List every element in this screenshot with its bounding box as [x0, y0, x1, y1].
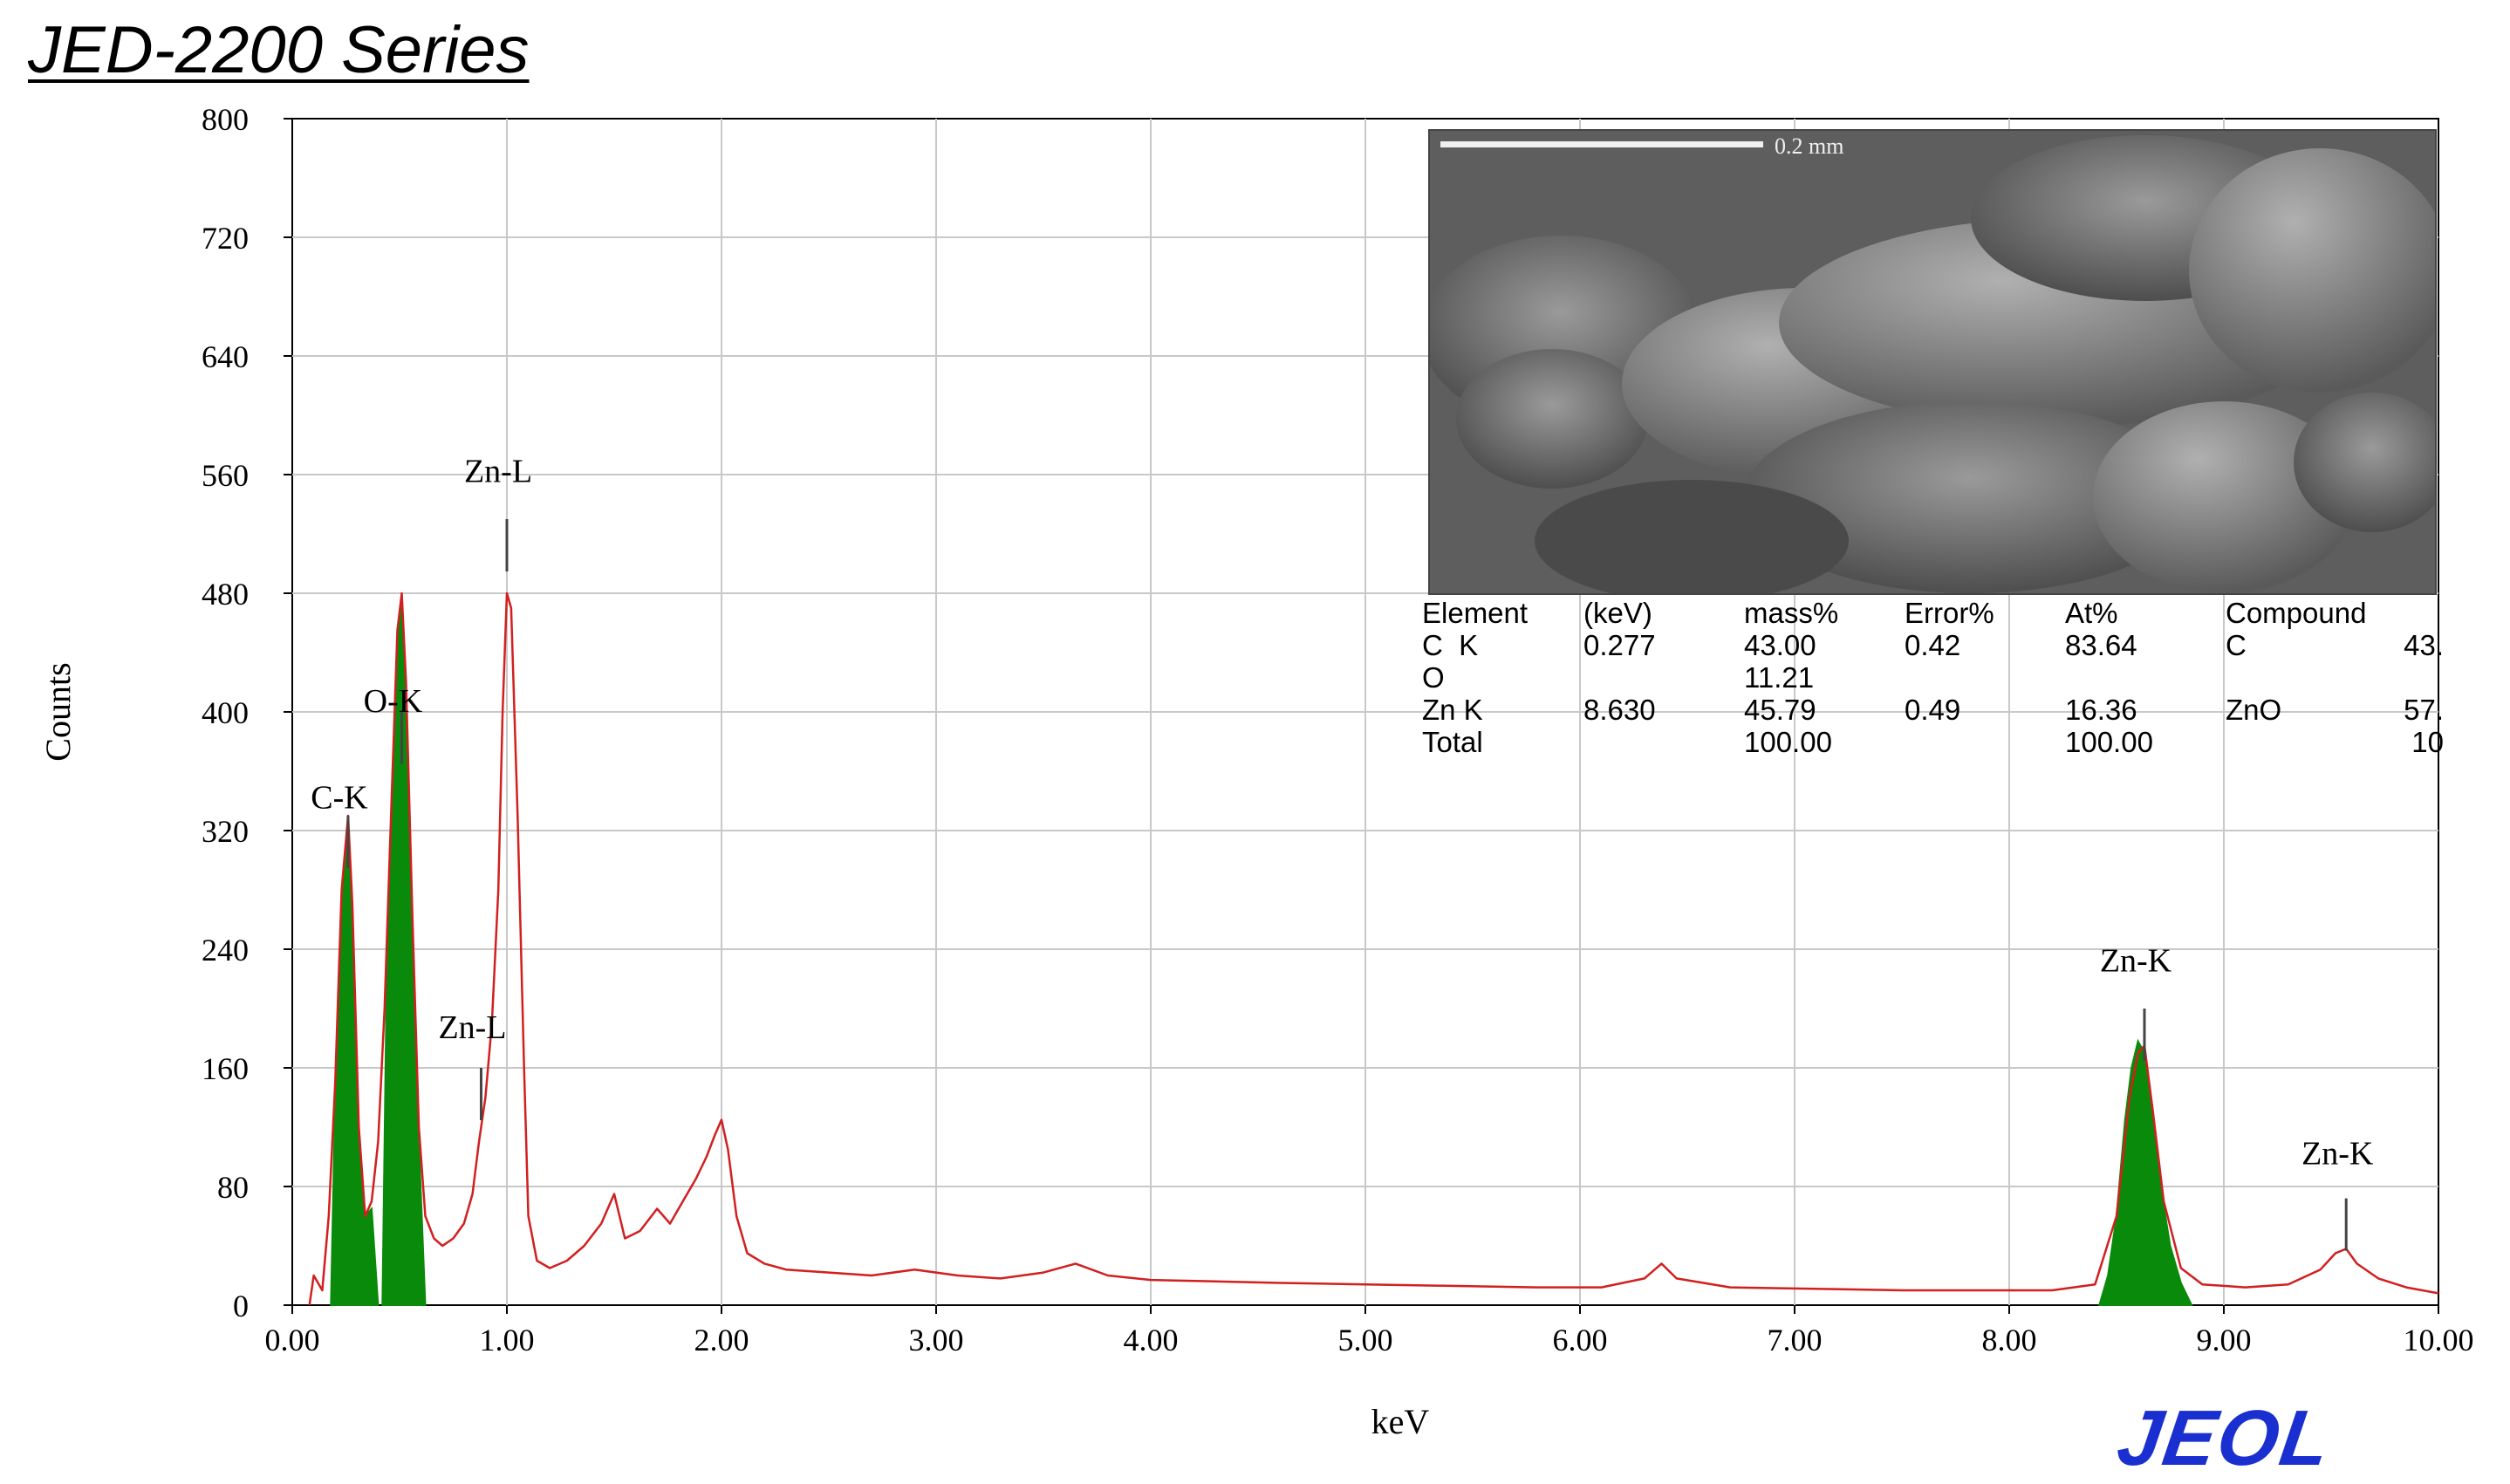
peak-label: Zn-L: [438, 1009, 506, 1046]
x-tick-label: 0.00: [265, 1323, 320, 1357]
table-cell: 16.36: [2065, 694, 2137, 726]
col-header: Element: [1422, 597, 1529, 629]
table-cell: 0.49: [1905, 694, 1961, 726]
table-cell: 0.277: [1583, 629, 1656, 661]
table-cell: 43.00: [1744, 629, 1816, 661]
col-header: mass%: [1744, 597, 1839, 629]
table-cell: Total: [1422, 726, 1483, 758]
spectrum-lines: [308, 592, 2439, 1306]
x-tick-label: 2.00: [694, 1323, 749, 1357]
sem-micrograph: 0.2 mm: [1428, 129, 2437, 595]
table-cell: [1905, 661, 2065, 694]
table-cell: 57.: [2404, 694, 2444, 726]
table-cell: 83.64: [2065, 629, 2137, 661]
x-tick-label: 7.00: [1768, 1323, 1823, 1357]
table-cell: ZnO: [2226, 694, 2282, 726]
table-cell: 11.21: [1744, 661, 1815, 694]
table-cell: [2391, 661, 2444, 694]
table-cell: [1583, 726, 1744, 758]
x-tick-label: 4.00: [1124, 1323, 1179, 1357]
table-cell: 8.630: [1583, 694, 1656, 726]
col-header: Compound: [2226, 597, 2367, 629]
table-cell: Zn K: [1422, 694, 1483, 726]
col-header: [2391, 597, 2444, 629]
y-tick-label: 560: [202, 458, 249, 493]
table-cell: [1905, 726, 2065, 758]
table-row: O 11.21: [1422, 661, 2444, 694]
table-cell: [2226, 726, 2391, 758]
y-axis-label: Counts: [38, 662, 78, 761]
col-header: Error%: [1905, 597, 1994, 629]
table-row: Total 100.00 100.00 10: [1422, 726, 2444, 758]
y-tick-label: 800: [202, 102, 249, 137]
table-row: Zn K 8.630 45.79 0.49 16.36 ZnO 57.: [1422, 694, 2444, 726]
y-tick-label: 480: [202, 577, 249, 612]
table-cell: 10: [2411, 726, 2444, 758]
table-cell: O: [1422, 661, 1445, 694]
x-tick-label: 9.00: [2197, 1323, 2252, 1357]
spectrum-line: [308, 592, 2439, 1306]
eds-quant-table: Element (keV) mass% Error% At% Compound …: [1422, 597, 2444, 758]
y-tick-label: 320: [202, 814, 249, 849]
table-cell: [1583, 661, 1744, 694]
table-cell: [2226, 661, 2391, 694]
x-tick-label: 6.00: [1553, 1323, 1608, 1357]
table-cell: 0.42: [1905, 629, 1961, 661]
sem-texture: 0.2 mm: [1430, 131, 2435, 593]
y-tick-label: 720: [202, 221, 249, 256]
table-cell: 43.: [2404, 629, 2444, 661]
table-cell: 100.00: [1744, 726, 1832, 758]
table-row: C K 0.277 43.00 0.42 83.64 C 43.: [1422, 629, 2444, 661]
peak-label: C-K: [311, 780, 368, 817]
table-cell: C K: [1422, 629, 1479, 661]
peak-label: Zn-L: [464, 454, 532, 490]
col-header: At%: [2065, 597, 2118, 629]
y-tick-label: 640: [202, 339, 249, 374]
y-tick-label: 240: [202, 933, 249, 968]
peak-markers: C-K O-K Zn-L Zn-L Zn-K Zn-K: [311, 454, 2374, 1251]
x-tick-label: 5.00: [1338, 1323, 1393, 1357]
table-cell: 45.79: [1744, 694, 1816, 726]
y-tick-label: 80: [217, 1170, 249, 1205]
y-tick-label: 160: [202, 1051, 249, 1086]
x-tick-label: 3.00: [909, 1323, 964, 1357]
y-tick-label: 0: [233, 1289, 249, 1323]
table-header-row: Element (keV) mass% Error% At% Compound: [1422, 597, 2444, 629]
jeol-logo: JEOL: [2112, 1395, 2337, 1482]
y-tick-label: 400: [202, 695, 249, 730]
axis-ticks: 0.00 1.00 2.00 3.00 4.00 5.00 6.00 7.00 8.00 9.00…: [202, 102, 2474, 1357]
page-title: JED-2200 Series: [28, 13, 530, 87]
x-tick-label: 10.00: [2404, 1323, 2474, 1357]
table-cell: C: [2226, 629, 2247, 661]
x-tick-label: 8.00: [1982, 1323, 2037, 1357]
scale-bar: [1440, 141, 1763, 147]
peak-label: O-K: [364, 683, 423, 720]
scale-bar-label: 0.2 mm: [1775, 133, 1843, 159]
col-header: (keV): [1583, 597, 1652, 629]
x-axis-label: keV: [1371, 1402, 1430, 1441]
peak-label: Zn-K: [2100, 943, 2172, 980]
peak-label: Zn-K: [2301, 1136, 2374, 1173]
table-cell: 100.00: [2065, 726, 2153, 758]
table-cell: [2065, 661, 2226, 694]
x-tick-label: 1.00: [480, 1323, 535, 1357]
